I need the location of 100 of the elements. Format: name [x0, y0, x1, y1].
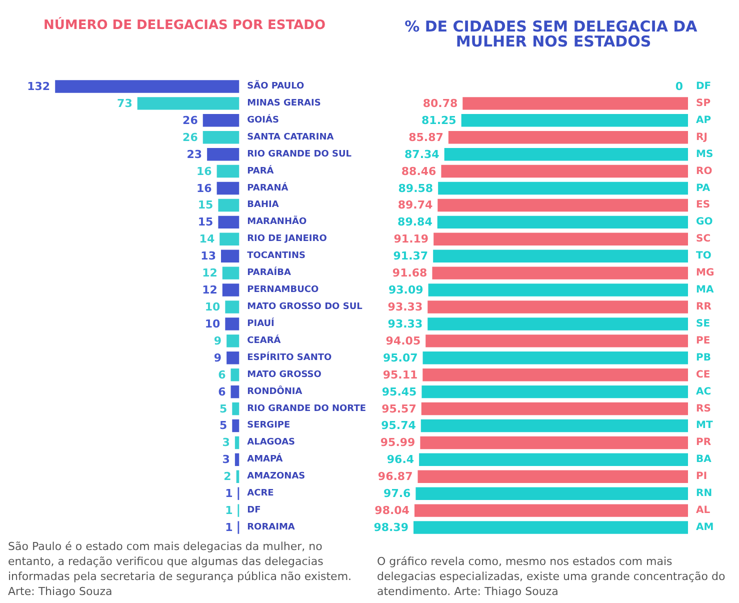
bar	[422, 385, 688, 398]
y-tick-label: PERNAMBUCO	[247, 285, 320, 296]
bar	[428, 318, 688, 330]
y-tick-label: PR	[696, 437, 712, 448]
y-tick-label: RIO GRANDE DO NORTE	[247, 404, 366, 414]
data-label: 96.87	[378, 470, 413, 484]
bar	[413, 521, 688, 534]
data-label: 95.45	[382, 385, 417, 398]
bar	[426, 334, 688, 348]
bar	[418, 470, 688, 483]
y-tick-label: BAHIA	[247, 200, 279, 210]
data-label: 95.74	[381, 419, 416, 432]
data-label: 9	[214, 334, 222, 348]
data-label: 91.19	[394, 232, 429, 246]
data-label: 93.09	[388, 284, 424, 297]
data-label: 16	[196, 164, 212, 178]
data-label: 1	[225, 487, 233, 500]
bar	[218, 198, 240, 212]
bar	[448, 131, 688, 144]
bar	[226, 334, 240, 348]
y-tick-label: SE	[696, 318, 710, 330]
data-label: 1	[225, 504, 233, 518]
bar	[428, 300, 688, 314]
data-label: 14	[199, 232, 215, 246]
data-label: 26	[182, 114, 198, 127]
y-tick-label: DF	[696, 80, 712, 92]
y-tick-label: TO	[696, 250, 712, 262]
bar	[420, 436, 688, 450]
bar	[216, 182, 240, 195]
y-tick-label: PARAÍBA	[247, 266, 291, 278]
data-label: 15	[198, 216, 214, 229]
y-tick-label: PB	[696, 352, 711, 364]
bar	[225, 300, 240, 314]
data-label: 15	[198, 198, 214, 212]
data-label: 73	[117, 96, 132, 110]
bar	[444, 148, 688, 161]
data-label: 10	[204, 300, 221, 314]
y-tick-label: PIAUÍ	[247, 316, 276, 329]
data-label: 3	[222, 453, 230, 466]
bar	[419, 453, 688, 466]
y-tick-label: ALAGOAS	[247, 438, 296, 448]
data-label: 85.87	[408, 130, 444, 144]
bar	[234, 436, 240, 450]
y-tick-label: MT	[696, 420, 713, 432]
bar	[462, 97, 688, 110]
data-label: 16	[196, 182, 212, 195]
bar	[461, 114, 688, 127]
y-tick-label: RO	[696, 166, 712, 177]
data-label: 6	[218, 368, 226, 382]
y-tick-label: AM	[696, 522, 714, 534]
data-label: 132	[27, 80, 50, 93]
data-label: 5	[219, 402, 228, 416]
y-tick-label: GOIÁS	[247, 113, 279, 126]
y-tick-label: CEARÁ	[247, 334, 281, 346]
data-label: 93.33	[388, 300, 423, 314]
bar	[432, 266, 688, 280]
y-tick-label: CE	[696, 369, 710, 380]
data-label: 2	[224, 470, 232, 484]
y-tick-label: RN	[696, 488, 712, 500]
y-tick-label: RIO GRANDE DO SUL	[247, 149, 352, 160]
y-tick-label: RORAIMA	[247, 522, 295, 533]
data-label: 95.07	[382, 351, 418, 364]
data-label: 94.05	[386, 334, 421, 348]
y-tick-label: MATO GROSSO DO SUL	[247, 302, 363, 312]
bar	[416, 487, 688, 500]
y-tick-label: MG	[696, 268, 714, 279]
y-tick-label: SÃO PAULO	[247, 79, 305, 92]
bar	[422, 352, 688, 364]
y-tick-label: SC	[696, 234, 711, 245]
data-label: 13	[200, 250, 216, 263]
y-tick-label: MA	[696, 284, 714, 296]
y-tick-label: SANTA CATARINA	[247, 132, 334, 142]
bar	[232, 419, 240, 432]
bar	[437, 216, 688, 229]
bar	[428, 284, 688, 296]
bar	[441, 164, 688, 178]
data-label: 12	[202, 284, 218, 297]
y-tick-label: ES	[696, 200, 710, 211]
data-label: 9	[214, 351, 222, 364]
bar	[438, 182, 688, 195]
y-tick-label: MINAS GERAIS	[247, 98, 321, 108]
bar	[55, 80, 240, 93]
y-tick-label: RS	[696, 403, 711, 414]
bar	[220, 232, 240, 246]
data-label: 95.57	[382, 402, 416, 416]
data-label: 3	[222, 436, 230, 450]
data-label: 26	[182, 130, 198, 144]
data-label: 98.04	[374, 504, 410, 518]
bar	[137, 97, 240, 110]
data-label: 6	[218, 385, 226, 398]
y-tick-label: DF	[247, 506, 261, 516]
chart-title: % DE CIDADES SEM DELEGACIA DA MULHER NOS ESTADOS	[404, 18, 702, 50]
bar	[421, 402, 688, 416]
y-tick-label: ACRE	[247, 488, 274, 499]
bar	[225, 318, 240, 330]
y-tick-label: TOCANTINS	[247, 251, 306, 262]
bar	[433, 250, 688, 262]
bar	[218, 216, 240, 229]
bar	[420, 419, 688, 432]
data-label: 10	[204, 317, 221, 330]
